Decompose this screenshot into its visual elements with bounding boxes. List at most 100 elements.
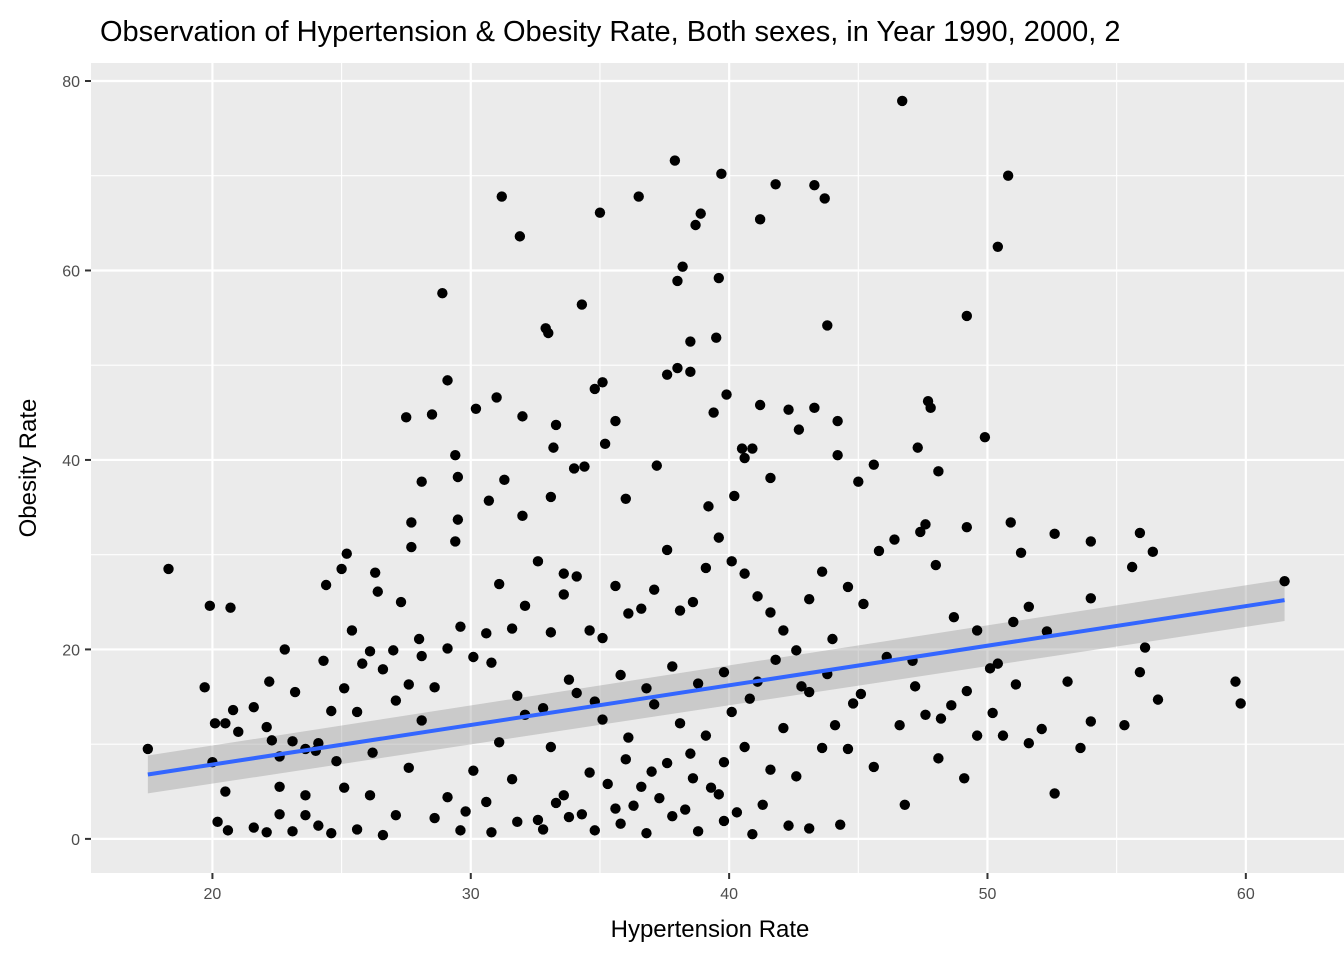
data-point (602, 778, 613, 790)
data-point (935, 713, 947, 724)
data-point (997, 730, 1009, 741)
data-point (416, 650, 427, 662)
data-point (661, 757, 673, 769)
data-point (403, 679, 414, 690)
data-point (532, 814, 544, 826)
data-point (209, 718, 221, 729)
x-tick-label: 30 (462, 886, 480, 903)
data-point (576, 299, 588, 310)
data-point (351, 824, 363, 835)
data-point (274, 809, 285, 820)
data-point (597, 377, 608, 388)
data-point (674, 605, 686, 616)
chart-title: Observation of Hypertension & Obesity Ra… (100, 16, 1120, 48)
data-point (796, 681, 807, 692)
data-point (406, 541, 417, 553)
data-point (711, 332, 722, 343)
data-point (563, 674, 575, 685)
data-point (858, 598, 869, 610)
x-tick-label: 50 (979, 886, 997, 903)
data-point (992, 658, 1004, 669)
data-point (959, 773, 970, 784)
data-point (326, 828, 337, 839)
data-point (336, 563, 347, 575)
data-point (649, 584, 660, 595)
data-point (142, 743, 154, 755)
data-point (687, 773, 699, 784)
data-point (736, 443, 748, 454)
data-point (946, 700, 957, 711)
data-point (367, 747, 378, 758)
data-point (468, 651, 479, 663)
data-point (369, 567, 381, 578)
data-point (571, 571, 582, 582)
data-point (545, 741, 557, 753)
data-point (620, 754, 631, 765)
data-point (667, 661, 678, 672)
data-point (636, 781, 647, 792)
data-point (266, 735, 278, 746)
data-point (925, 402, 936, 414)
data-point (804, 686, 815, 698)
data-point (517, 411, 528, 422)
data-point (545, 627, 557, 638)
data-point (747, 828, 758, 840)
data-point (163, 563, 174, 575)
data-point (300, 810, 311, 821)
data-point (1041, 626, 1053, 637)
data-point (754, 399, 766, 411)
data-point (1139, 642, 1151, 653)
data-point (452, 514, 464, 525)
y-tick-label: 60 (62, 263, 80, 280)
data-point (506, 623, 518, 634)
data-point (636, 603, 647, 614)
data-point (692, 826, 704, 837)
data-point (1119, 720, 1130, 731)
data-point (1279, 576, 1290, 587)
data-point (584, 625, 595, 636)
data-point (920, 709, 931, 720)
data-point (610, 803, 621, 814)
data-point (677, 261, 688, 272)
data-point (829, 720, 841, 731)
data-point (264, 676, 275, 687)
data-point (646, 766, 657, 777)
data-point (692, 678, 704, 689)
data-point (739, 452, 750, 464)
data-point (744, 693, 755, 704)
data-point (1005, 517, 1016, 528)
data-point (468, 765, 479, 776)
data-point (579, 461, 590, 472)
data-point (274, 781, 285, 792)
data-point (517, 510, 528, 522)
data-point (729, 490, 740, 502)
data-point (651, 460, 662, 471)
data-point (713, 532, 724, 543)
data-point (1002, 170, 1014, 181)
data-point (899, 799, 911, 810)
data-point (1023, 601, 1035, 612)
data-point (718, 815, 730, 827)
data-point (620, 493, 631, 504)
x-tick-label: 20 (204, 886, 222, 903)
data-point (716, 168, 727, 180)
data-point (499, 474, 510, 486)
data-point (718, 756, 730, 768)
data-point (584, 767, 595, 778)
data-point (460, 806, 471, 817)
data-point (452, 471, 464, 483)
trend-line (147, 598, 1285, 777)
data-point (1010, 679, 1022, 690)
data-point (685, 336, 696, 347)
data-point (791, 771, 802, 782)
data-point (220, 718, 231, 729)
data-point (357, 658, 368, 669)
data-point (1147, 546, 1159, 558)
data-point (992, 241, 1004, 252)
data-point (364, 646, 376, 657)
data-point (680, 804, 691, 815)
data-point (388, 645, 399, 656)
data-point (809, 402, 820, 414)
data-point (571, 687, 582, 699)
